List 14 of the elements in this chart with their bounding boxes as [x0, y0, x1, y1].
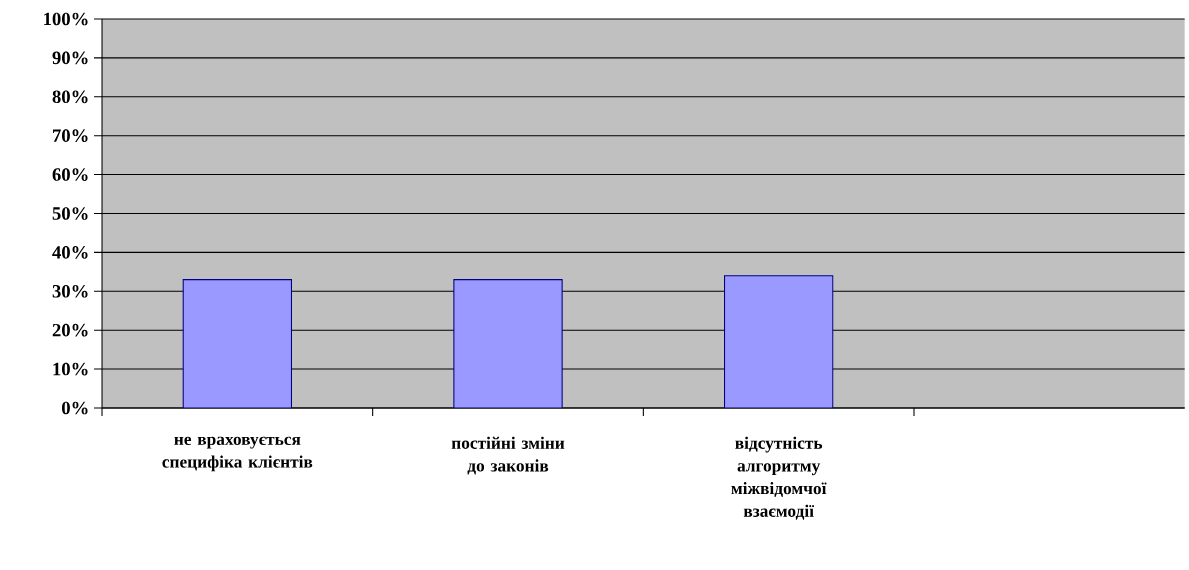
y-tick-label: 50%	[52, 207, 88, 220]
y-tick-label: 0%	[62, 401, 88, 415]
y-tick-label: 10%	[53, 362, 88, 376]
y-tick-label: 100%	[44, 12, 88, 26]
y-tick-label: 70%	[53, 129, 88, 143]
y-tick-label: 30%	[52, 284, 88, 298]
y-tick-label: 20%	[52, 323, 88, 337]
x-tick-label: відсутність алгоритму міжвідомчої взаємодії	[731, 436, 827, 520]
x-tick-label: постійні зміни до законів	[451, 436, 565, 475]
y-tick-label: 80%	[52, 90, 88, 104]
x-tick-label: не враховується специфіка клієнтів	[162, 436, 313, 472]
y-tick-label: 40%	[52, 246, 88, 259]
y-tick-label: 90%	[52, 51, 88, 65]
y-tick-label: 60%	[52, 168, 88, 181]
